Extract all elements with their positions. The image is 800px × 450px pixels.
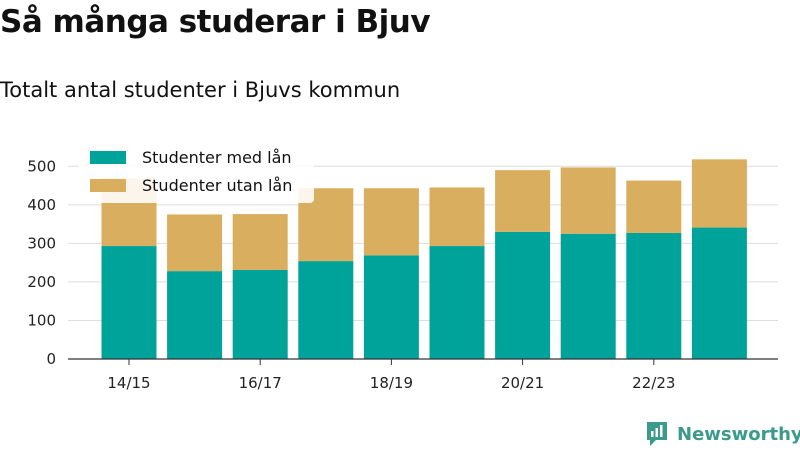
bar-segment-utan-lan — [691, 159, 747, 228]
y-tick-label: 200 — [27, 273, 56, 291]
legend: Studenter med lån Studenter utan lån — [78, 141, 314, 203]
y-tick-label: 400 — [27, 196, 56, 214]
legend-box — [78, 141, 314, 203]
legend-swatch — [90, 179, 126, 192]
bar-segment-med-lan — [691, 227, 747, 359]
bar-segment-utan-lan — [626, 180, 682, 233]
x-tick-label: 16/17 — [239, 374, 282, 392]
y-tick-label: 300 — [27, 234, 56, 252]
y-tick-label: 500 — [27, 157, 56, 175]
x-tick-label: 14/15 — [107, 374, 150, 392]
stacked-bar-chart: 0 100 200 300 400 500 14/15 16/17 18/19 20/21 22/2… — [27, 141, 778, 392]
legend-label: Studenter med lån — [142, 148, 292, 167]
bar-segment-med-lan — [626, 232, 682, 359]
legend-label: Studenter utan lån — [142, 176, 292, 195]
bar-segment-utan-lan — [560, 167, 616, 234]
axes: 0 100 200 300 400 500 14/15 16/17 18/19 20/21 22/2… — [27, 157, 778, 392]
newsworthy-logo-icon — [647, 422, 667, 446]
bar-segment-med-lan — [167, 271, 223, 359]
bar-segment-med-lan — [101, 246, 157, 359]
x-tick-label: 20/21 — [501, 374, 544, 392]
bar-segment-med-lan — [560, 233, 616, 359]
y-tick-label: 100 — [27, 311, 56, 329]
chart-subtitle: Totalt antal studenter i Bjuvs kommun — [0, 78, 401, 102]
bar-segment-med-lan — [429, 246, 485, 359]
bars — [101, 159, 747, 359]
bar-segment-med-lan — [298, 261, 354, 359]
x-tick-label: 22/23 — [632, 374, 675, 392]
y-tick-label: 0 — [46, 350, 56, 368]
bar-segment-utan-lan — [363, 188, 419, 256]
brand-name: Newsworthy — [677, 423, 800, 445]
bar-segment-med-lan — [495, 231, 551, 359]
x-tick-label: 18/19 — [370, 374, 413, 392]
bar-segment-med-lan — [363, 255, 419, 359]
bar-segment-med-lan — [232, 269, 288, 359]
legend-swatch — [90, 151, 126, 164]
brand: Newsworthy — [645, 420, 800, 448]
bar-segment-utan-lan — [167, 214, 223, 272]
chart-title: Så många studerar i Bjuv — [0, 4, 431, 40]
bar-segment-utan-lan — [495, 170, 551, 232]
bar-segment-utan-lan — [429, 187, 485, 247]
bar-segment-utan-lan — [232, 214, 288, 270]
